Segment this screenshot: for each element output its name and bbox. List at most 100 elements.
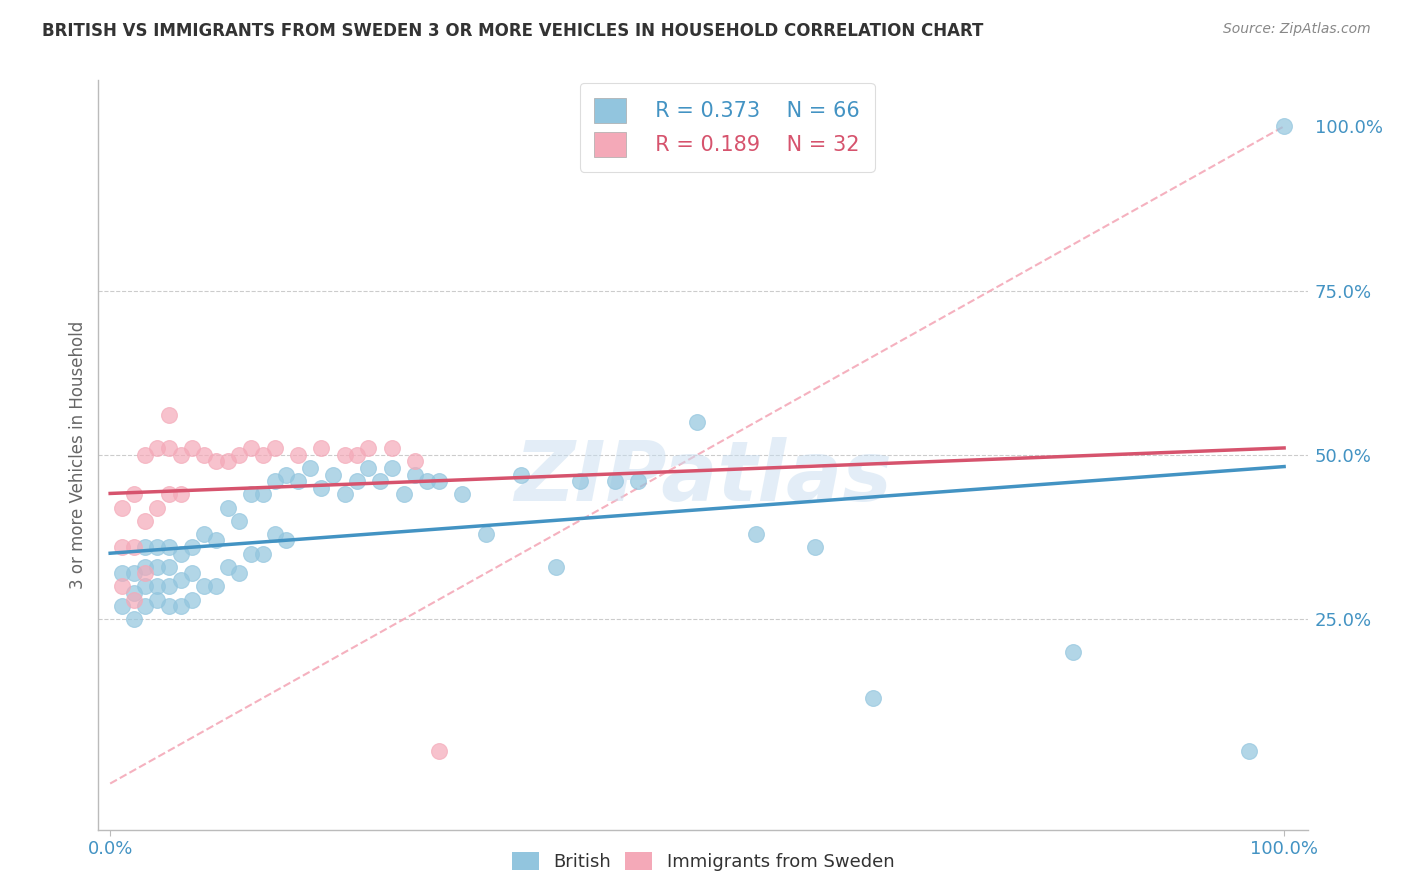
Point	[311, 481, 333, 495]
Point	[287, 448, 309, 462]
Point	[134, 514, 156, 528]
Point	[287, 474, 309, 488]
Point	[157, 442, 180, 456]
Point	[193, 579, 215, 593]
Point	[204, 454, 226, 468]
Point	[217, 500, 239, 515]
Point	[181, 442, 204, 456]
Point	[404, 454, 426, 468]
Point	[217, 559, 239, 574]
Point	[193, 526, 215, 541]
Point	[122, 487, 145, 501]
Point	[346, 448, 368, 462]
Point	[603, 474, 626, 488]
Point	[276, 467, 298, 482]
Point	[111, 579, 134, 593]
Point	[745, 526, 768, 541]
Point	[427, 474, 450, 488]
Point	[346, 474, 368, 488]
Point	[252, 448, 274, 462]
Point	[122, 566, 145, 581]
Point	[228, 566, 250, 581]
Point	[134, 559, 156, 574]
Point	[181, 540, 204, 554]
Point	[862, 691, 884, 706]
Point	[263, 526, 285, 541]
Point	[111, 540, 134, 554]
Point	[276, 533, 298, 548]
Point	[122, 612, 145, 626]
Point	[1272, 120, 1295, 134]
Point	[169, 599, 191, 613]
Legend: British, Immigrants from Sweden: British, Immigrants from Sweden	[505, 845, 901, 879]
Point	[134, 448, 156, 462]
Point	[146, 559, 169, 574]
Legend:   R = 0.373    N = 66,   R = 0.189    N = 32: R = 0.373 N = 66, R = 0.189 N = 32	[579, 83, 875, 171]
Point	[263, 442, 285, 456]
Point	[146, 579, 169, 593]
Point	[157, 579, 180, 593]
Point	[416, 474, 439, 488]
Point	[333, 487, 356, 501]
Point	[111, 599, 134, 613]
Point	[427, 744, 450, 758]
Point	[217, 454, 239, 468]
Point	[157, 409, 180, 423]
Point	[169, 573, 191, 587]
Point	[686, 415, 709, 429]
Point	[146, 500, 169, 515]
Point	[134, 579, 156, 593]
Point	[311, 442, 333, 456]
Point	[228, 514, 250, 528]
Point	[333, 448, 356, 462]
Point	[193, 448, 215, 462]
Point	[181, 592, 204, 607]
Point	[146, 592, 169, 607]
Point	[111, 500, 134, 515]
Point	[204, 533, 226, 548]
Point	[134, 566, 156, 581]
Point	[240, 547, 263, 561]
Point	[204, 579, 226, 593]
Point	[169, 547, 191, 561]
Point	[240, 487, 263, 501]
Point	[368, 474, 391, 488]
Point	[298, 461, 321, 475]
Point	[157, 487, 180, 501]
Point	[263, 474, 285, 488]
Point	[475, 526, 498, 541]
Point	[1062, 645, 1084, 659]
Point	[240, 442, 263, 456]
Point	[228, 448, 250, 462]
Point	[252, 547, 274, 561]
Point	[381, 461, 404, 475]
Point	[146, 540, 169, 554]
Point	[392, 487, 415, 501]
Point	[122, 592, 145, 607]
Point	[357, 461, 380, 475]
Point	[381, 442, 404, 456]
Point	[546, 559, 568, 574]
Point	[510, 467, 533, 482]
Point	[169, 448, 191, 462]
Point	[157, 559, 180, 574]
Text: ZIPatlas: ZIPatlas	[515, 437, 891, 518]
Point	[627, 474, 650, 488]
Point	[322, 467, 344, 482]
Text: Source: ZipAtlas.com: Source: ZipAtlas.com	[1223, 22, 1371, 37]
Point	[357, 442, 380, 456]
Point	[122, 540, 145, 554]
Point	[252, 487, 274, 501]
Y-axis label: 3 or more Vehicles in Household: 3 or more Vehicles in Household	[69, 321, 87, 589]
Point	[122, 586, 145, 600]
Point	[181, 566, 204, 581]
Point	[803, 540, 825, 554]
Point	[134, 599, 156, 613]
Point	[1237, 744, 1260, 758]
Point	[111, 566, 134, 581]
Point	[134, 540, 156, 554]
Text: BRITISH VS IMMIGRANTS FROM SWEDEN 3 OR MORE VEHICLES IN HOUSEHOLD CORRELATION CH: BRITISH VS IMMIGRANTS FROM SWEDEN 3 OR M…	[42, 22, 984, 40]
Point	[404, 467, 426, 482]
Point	[157, 599, 180, 613]
Point	[451, 487, 474, 501]
